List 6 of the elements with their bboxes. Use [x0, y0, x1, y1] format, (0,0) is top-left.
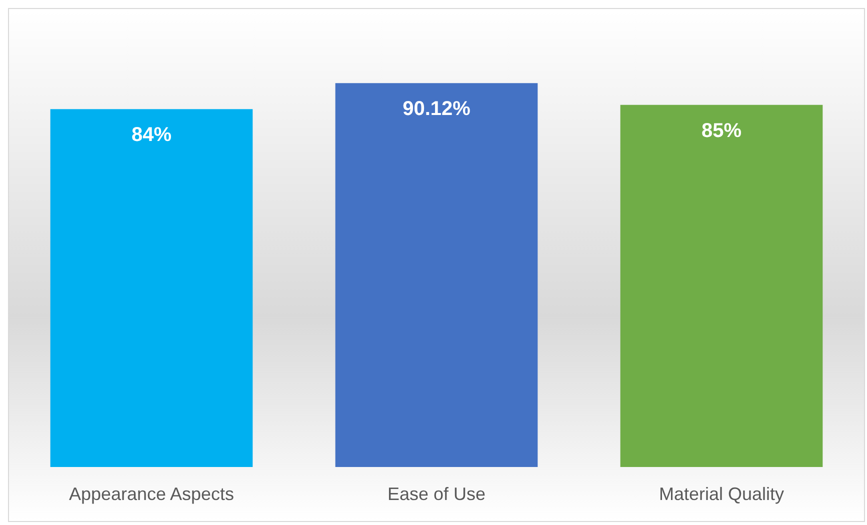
x-tick-label: Material Quality — [658, 484, 784, 504]
data-label: 84% — [131, 124, 172, 146]
x-tick-label: Ease of Use — [387, 484, 486, 504]
data-label: 85% — [701, 120, 742, 142]
data-label: 90.12% — [402, 98, 471, 120]
x-tick-label: Appearance Aspects — [68, 484, 234, 504]
